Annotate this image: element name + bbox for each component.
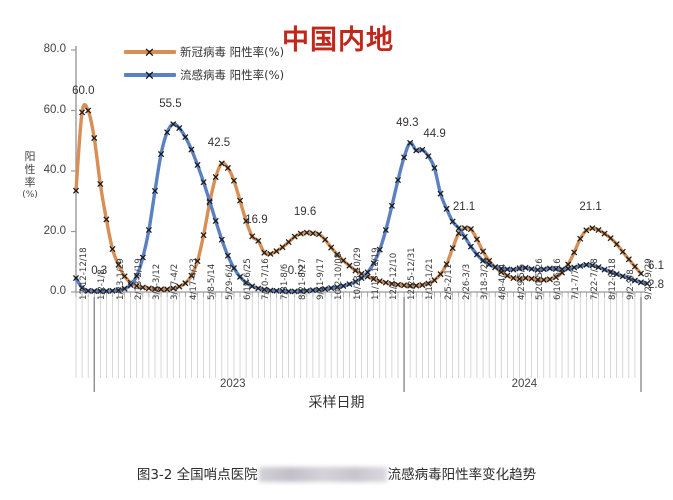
x-tick-label: 7/22-7/28: [589, 258, 600, 300]
data-point-label: 19.6: [293, 205, 317, 218]
x-tick-label: 9/2-9/8: [625, 269, 636, 300]
x-tick-label: 2/5-2/11: [443, 263, 454, 300]
legend-marker-covid: ✕: [144, 44, 155, 60]
legend-swatch-influenza: ✕: [124, 67, 176, 83]
data-point-label: 2.8: [648, 279, 664, 292]
data-point-label: 16.9: [245, 213, 268, 226]
x-tick-label: 10/2-10/08: [334, 252, 345, 300]
series-influenza: [72, 121, 651, 295]
figure-caption: 图3-2 全国哨点医院 流感病毒阳性率变化趋势: [0, 463, 673, 483]
data-point-label: 49.3: [396, 116, 419, 129]
x-tick-label: 1/15-1/21: [425, 258, 436, 300]
legend-swatch-covid: ✕: [124, 44, 176, 60]
x-tick-label: 2/26-3/3: [461, 263, 472, 300]
legend-item-influenza: ✕ 流感病毒 阳性率(%): [124, 63, 284, 86]
x-tick-label: 5/8-5/14: [206, 263, 217, 300]
legend-item-covid: ✕ 新冠病毒 阳性率(%): [124, 40, 284, 63]
x-tick-label: 11/13-11/19: [370, 247, 381, 300]
x-tick-label: 5/29-6/4: [225, 263, 235, 300]
x-tick-label: 2/13-2/19: [133, 258, 144, 300]
data-point-label: 21.1: [452, 201, 476, 214]
chart-title: 中国内地: [282, 25, 394, 55]
x-tick-label: 9/11-9/17: [316, 258, 327, 300]
y-axis-ticks: 0.0 20.0 40.0 60.0 80.0: [0, 0, 76, 500]
caption-redacted-region: [258, 467, 387, 482]
x-tick-label: 12/12-12/18: [79, 247, 90, 300]
y-tick-label: 60.0: [43, 103, 66, 116]
legend-marker-influenza: ✕: [144, 67, 155, 83]
data-point-label: 55.5: [159, 98, 182, 111]
data-point-label: 0.2: [287, 265, 304, 278]
caption-suffix: 流感病毒阳性率变化趋势: [387, 467, 537, 483]
x-tick-label: 7/10-7/16: [261, 258, 272, 300]
data-point-label: 42.5: [207, 137, 231, 150]
y-tick-label: 40.0: [43, 164, 66, 176]
data-point-label: 6.1: [648, 259, 664, 272]
data-point-label: 0.3: [91, 265, 108, 278]
x-tick-label: 3/27-4/2: [170, 263, 181, 300]
legend-label-covid: 新冠病毒 阳性率(%): [180, 44, 285, 59]
y-axis-title: 阳性率 (%): [22, 150, 38, 202]
x-tick-label: 6/19-6/25: [243, 258, 254, 300]
x-tick-label: 10/23-10/29: [352, 247, 363, 300]
x-tick-label: 3/18-3/24: [480, 258, 491, 300]
caption-prefix: 图3-2 全国哨点医院: [136, 467, 258, 483]
y-tick-label: 20.0: [43, 224, 66, 237]
x-tick-label: 5/20-5/26: [534, 258, 545, 300]
year-label-2024: 2024: [511, 378, 538, 390]
x-tick-label: 4/17-4/23: [188, 258, 199, 300]
y-tick-label: 80.0: [43, 43, 66, 55]
data-point-label: 21.1: [579, 201, 602, 214]
x-axis-title: 采样日期: [308, 395, 365, 411]
data-point-label: 44.9: [423, 128, 446, 141]
year-label-2023: 2023: [219, 378, 246, 390]
series-covid: [72, 103, 645, 293]
x-tick-label: 7/1-7/7: [571, 269, 582, 300]
x-tick-label: 4/8-4/14: [498, 263, 509, 300]
legend-label-influenza: 流感病毒 阳性率(%): [180, 67, 285, 82]
y-axis-title-text: 阳性率: [24, 150, 36, 189]
data-point-label: 60.0: [72, 84, 95, 97]
x-tick-label: 3/6-3/12: [152, 263, 163, 300]
x-tick-label: 1/23-1/29: [115, 258, 126, 300]
y-axis-unit: (%): [22, 190, 38, 200]
x-tick-label: 4/29-5/5: [516, 263, 527, 300]
x-tick-label: 6/10-6/16: [553, 258, 564, 300]
x-tick-label: 8/12-8/18: [607, 258, 618, 300]
x-tick-label: 12/25-12/31: [407, 247, 418, 300]
x-tick-label: 12/4-12/10: [389, 252, 400, 300]
chart-legend: ✕ 新冠病毒 阳性率(%) ✕ 流感病毒 阳性率(%): [124, 40, 284, 86]
y-tick-label: 0.0: [50, 285, 66, 297]
